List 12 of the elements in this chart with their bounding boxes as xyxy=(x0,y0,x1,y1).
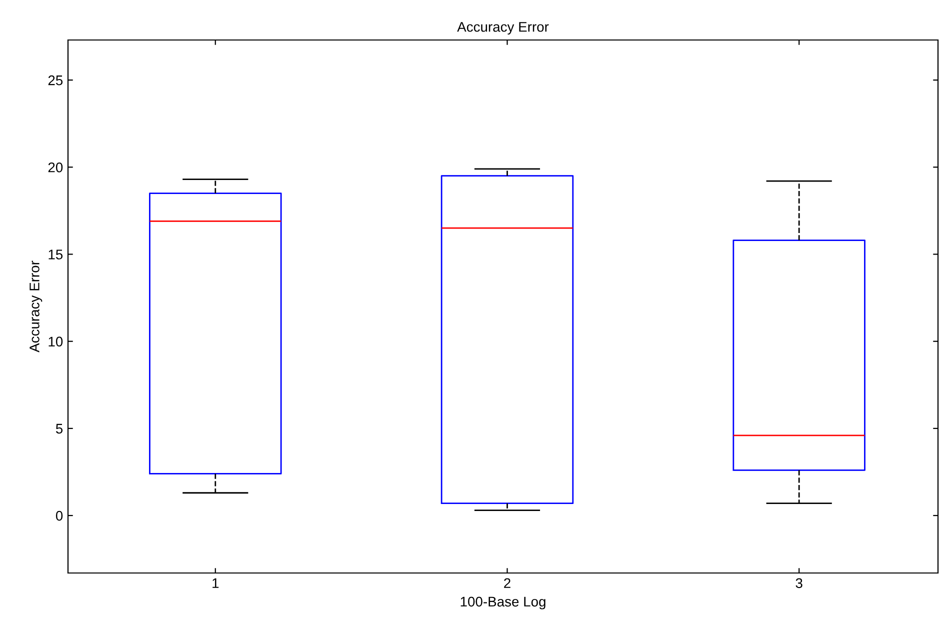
y-tick-label: 0 xyxy=(56,510,63,521)
x-axis-title: 100-Base Log xyxy=(460,596,546,610)
y-tick-label: 20 xyxy=(48,162,63,172)
chart-title: Accuracy Error xyxy=(457,22,549,35)
y-tick-label: 5 xyxy=(56,424,63,434)
y-axis-title: Accuracy Error xyxy=(30,260,42,352)
y-tick-label: 15 xyxy=(48,250,63,260)
x-tick-label: 2 xyxy=(504,578,510,588)
x-tick-label: 3 xyxy=(796,578,802,588)
y-tick-label: 25 xyxy=(48,75,63,86)
y-tick-label: 10 xyxy=(48,336,63,347)
x-tick-label: 1 xyxy=(212,578,219,588)
